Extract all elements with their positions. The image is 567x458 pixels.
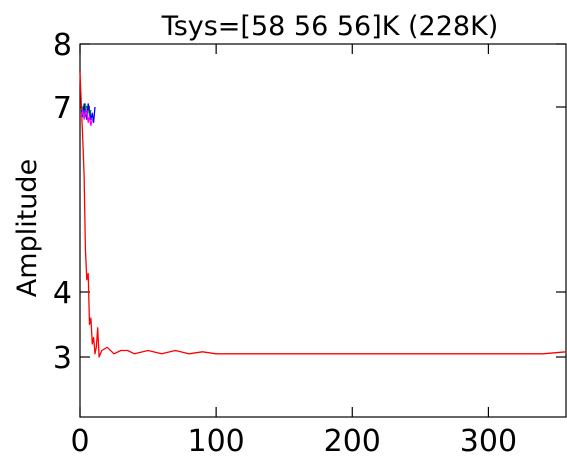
y-tick-label: 3 [53, 341, 72, 376]
series-line-0 [79, 72, 567, 358]
series-line-2 [80, 103, 96, 124]
x-tick-label: 300 [460, 424, 517, 458]
chart-title: Tsys=[58 56 56]K (228K) [161, 11, 499, 42]
y-axis-ticks: 3 4 7 8 [53, 28, 566, 376]
x-tick-label: 100 [188, 424, 245, 458]
x-tick-label: 200 [324, 424, 381, 458]
series-line-3 [80, 109, 93, 127]
series-layer [79, 72, 567, 358]
y-axis-label: Amplitude [12, 159, 43, 297]
y-tick-label: 7 [53, 91, 72, 126]
plot-frame [79, 43, 567, 418]
x-axis-ticks: 0 100 200 300 [70, 44, 517, 458]
x-tick-label: 0 [70, 424, 89, 458]
y-tick-label: 8 [53, 28, 72, 63]
y-tick-label: 4 [53, 276, 72, 311]
